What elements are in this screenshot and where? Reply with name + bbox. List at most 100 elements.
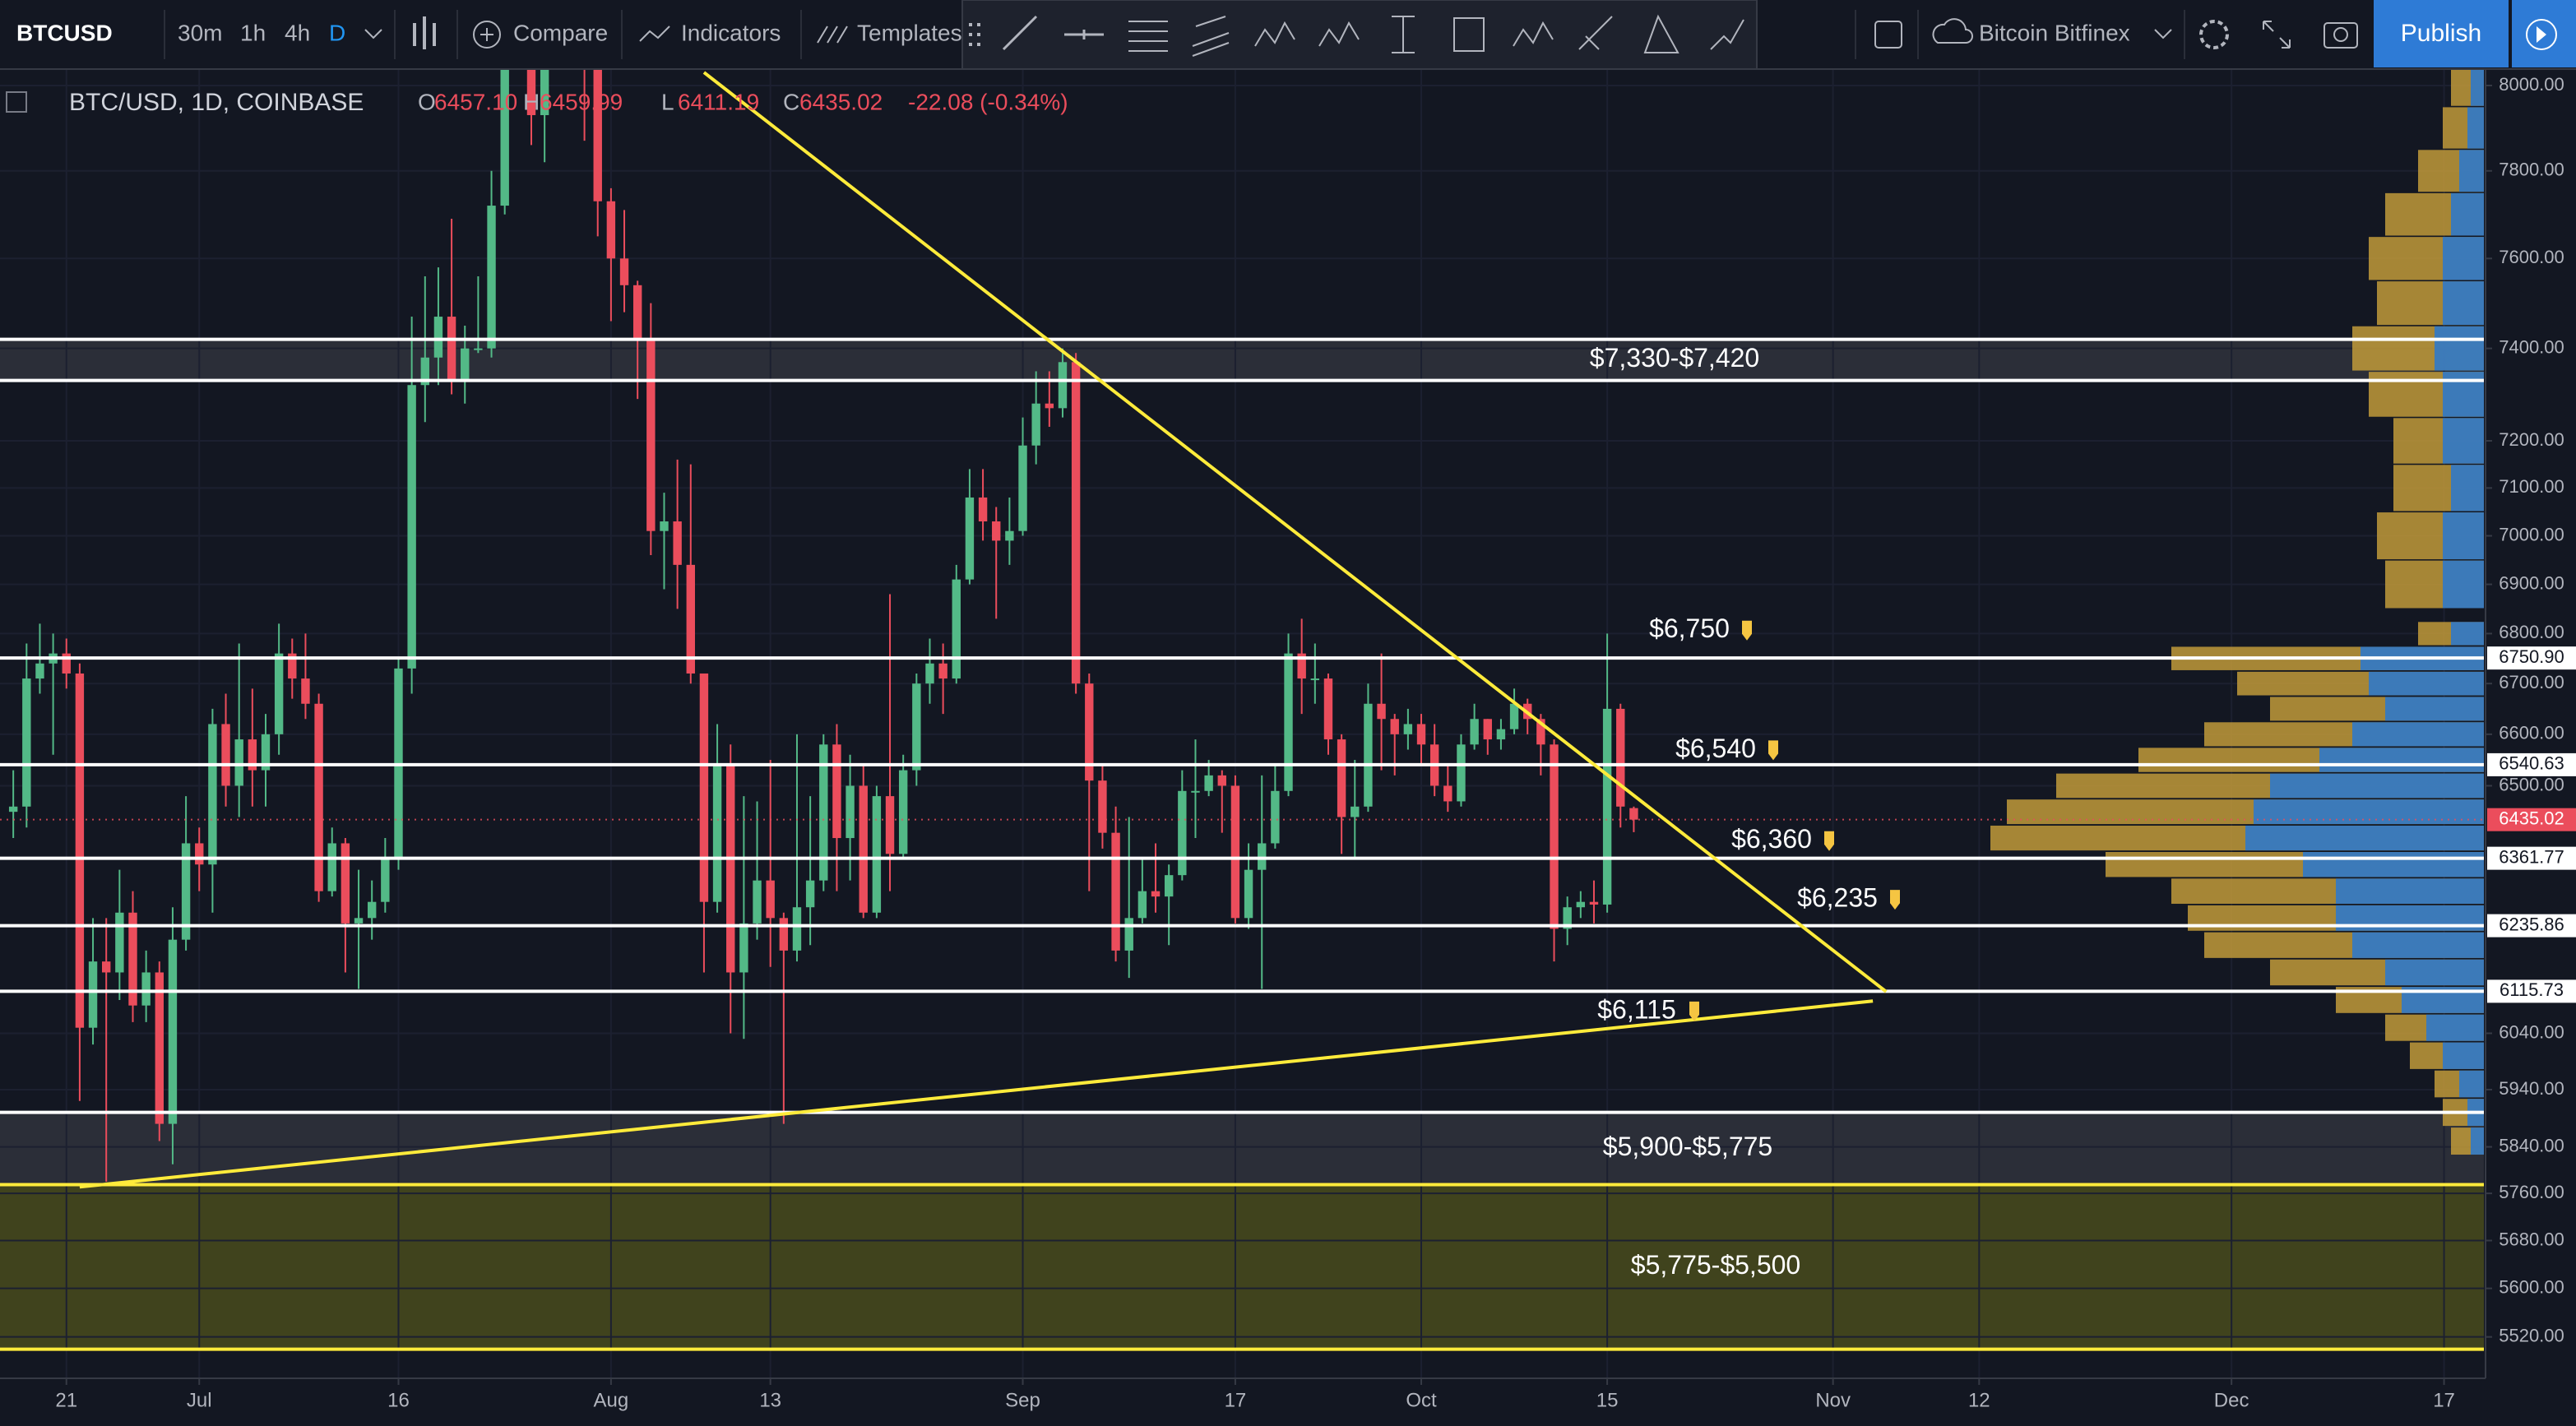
legend-close-label: C [783, 89, 799, 114]
candle-body [965, 497, 975, 580]
candle-body [1111, 832, 1120, 951]
profile-up [2443, 1042, 2484, 1069]
y-tick-label: 7400.00 [2499, 336, 2564, 357]
profile-up [2443, 281, 2484, 326]
symbol-search[interactable]: BTCUSD [16, 20, 113, 45]
fib-tool[interactable] [1128, 21, 1168, 52]
candle-body [1045, 403, 1054, 409]
cloud-icon[interactable] [1932, 18, 1973, 44]
pitchfork-tool[interactable] [1192, 16, 1230, 57]
candle-body [1271, 790, 1280, 844]
replay-arrow [2537, 26, 2546, 43]
text-tool[interactable] [1392, 16, 1415, 53]
candle-body [341, 843, 350, 924]
candle-body [168, 939, 178, 1124]
candle-body [673, 521, 682, 565]
candle-body [686, 564, 695, 674]
candle-body [1284, 653, 1293, 791]
compare-icon-plus [480, 28, 493, 41]
candle-body [301, 678, 310, 704]
candle-body [115, 912, 124, 973]
publish-button[interactable] [2374, 0, 2509, 67]
projection-tool[interactable] [1643, 14, 1679, 53]
candle-body [1018, 445, 1027, 531]
candle-body [779, 918, 789, 951]
candle-body [1151, 891, 1161, 897]
indicators-icon[interactable] [639, 25, 670, 42]
compare-icon[interactable] [473, 21, 501, 49]
profile-up [2451, 192, 2484, 236]
interval-button[interactable]: 30m [178, 20, 222, 45]
profile-up [2369, 671, 2484, 696]
candles [8, 0, 1638, 1182]
candle-body [35, 663, 44, 679]
y-tick-label: 7000.00 [2499, 524, 2564, 544]
candle-body [8, 806, 18, 813]
price-tag [2487, 646, 2576, 670]
pattern-tool[interactable] [1254, 21, 1295, 47]
candle-body [1443, 785, 1452, 802]
price-axis [2486, 69, 2576, 1426]
profile-up [2426, 1014, 2484, 1041]
trend-line-tool[interactable] [1002, 15, 1038, 51]
profile-up [2471, 65, 2484, 106]
y-tick-label: 7800.00 [2499, 160, 2564, 180]
candle-body [1204, 775, 1213, 791]
templates-button[interactable]: Templates [857, 20, 962, 45]
candle-body [314, 703, 323, 891]
snapshot-button[interactable] [2323, 22, 2358, 49]
x-tick-label: 13 [759, 1389, 781, 1411]
settings-button[interactable] [2199, 20, 2229, 49]
last-price-tag [2487, 808, 2576, 831]
fullscreen-button[interactable] [2263, 21, 2291, 49]
candle-body [1403, 724, 1413, 734]
candle-body [1364, 703, 1373, 807]
indicators-button[interactable]: Indicators [681, 20, 781, 45]
legend-collapse[interactable] [6, 91, 27, 113]
candle-body [978, 497, 988, 522]
shape-tool[interactable] [1453, 17, 1485, 52]
profile-up [2336, 878, 2484, 904]
candle-body [819, 744, 828, 881]
forecast-tool[interactable] [1710, 19, 1744, 50]
interval-button[interactable]: 4h [285, 20, 310, 45]
x-tick-label: 21 [55, 1389, 77, 1411]
horizontal-line-tool[interactable] [1064, 30, 1104, 39]
interval-button[interactable]: 1h [240, 20, 266, 45]
measure-tool[interactable] [1578, 16, 1613, 50]
candle-body [381, 859, 390, 902]
chart-style-button[interactable] [413, 16, 436, 49]
profile-up [2451, 465, 2484, 512]
candle-body [1602, 708, 1612, 905]
elliott-tool[interactable] [1318, 21, 1360, 47]
compare-button[interactable]: Compare [513, 20, 608, 45]
profile-up [2471, 1127, 2484, 1155]
candle-body [234, 739, 243, 786]
candle-body [1416, 724, 1426, 745]
candle-body [1323, 678, 1333, 740]
candle-body [753, 880, 762, 924]
candle-body [1310, 678, 1320, 681]
interval-dropdown[interactable] [364, 29, 382, 39]
candle-body [619, 258, 629, 285]
xabcd-tool[interactable] [1513, 21, 1554, 47]
templates-icon[interactable] [817, 25, 848, 44]
layout-dropdown[interactable] [2154, 29, 2172, 39]
candle-body [208, 724, 217, 865]
drag-handle[interactable] [969, 23, 980, 46]
candle-body [1483, 719, 1492, 740]
candle-body [1217, 775, 1226, 786]
candle-body [288, 653, 297, 679]
legend-title[interactable]: BTC/USD, 1D, COINBASE [69, 89, 364, 116]
fullscreen-box[interactable] [1874, 21, 1902, 49]
publish-label[interactable]: Publish [2401, 20, 2481, 47]
y-tick-label: 6900.00 [2499, 572, 2564, 593]
candle-body [1536, 719, 1545, 745]
profile-up [2270, 773, 2484, 799]
layout-name[interactable]: Bitcoin Bitfinex [1979, 20, 2130, 45]
price-tag-label: 6361.77 [2499, 846, 2564, 867]
interval-button-active[interactable]: D [329, 20, 345, 45]
candle-body [128, 912, 137, 1006]
candle-body [327, 843, 336, 891]
profile-up [2385, 959, 2484, 986]
